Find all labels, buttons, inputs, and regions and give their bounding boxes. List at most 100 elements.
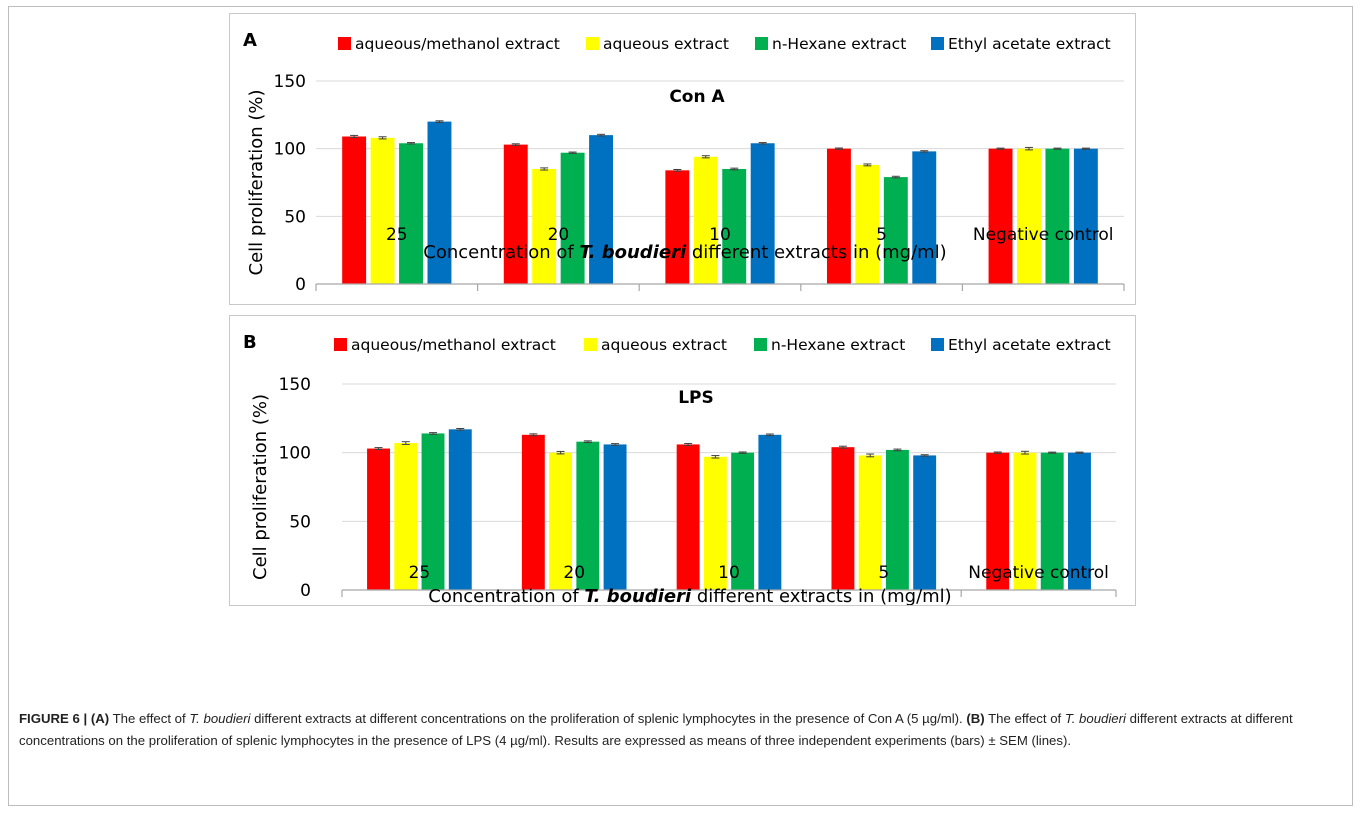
plot-area (315, 80, 1125, 291)
caption-figure-label: FIGURE 6 | (19, 711, 91, 726)
bar (986, 452, 1010, 590)
caption-b-species: T. boudieri (1064, 711, 1126, 726)
x-tick-labels: 25 20 10 5 Negative control (386, 225, 1114, 245)
bar (758, 434, 782, 590)
x-tick-label: 10 (718, 563, 740, 583)
caption-panel-b-tag: (B) (966, 711, 985, 726)
chart-con-a: A aqueous/methanol extract aqueous extra… (243, 30, 1125, 295)
legend-label-ethyl-acetate: Ethyl acetate extract (948, 336, 1111, 354)
y-tick-label: 0 (300, 581, 311, 601)
x-tick-label: 20 (548, 225, 570, 245)
bar (1017, 148, 1041, 284)
x-axis-title-pre: Concentration of (428, 586, 584, 605)
y-axis-title: Cell proliferation (%) (250, 394, 271, 580)
bar (399, 143, 423, 284)
x-tick-label: Negative control (968, 563, 1109, 583)
legend-swatch-n-hexane (754, 338, 767, 351)
legend-swatch-ethyl-acetate (931, 338, 944, 351)
y-tick-label: 100 (274, 140, 306, 160)
bar (693, 156, 718, 284)
x-axis-title: Concentration of T. boudieri different e… (428, 586, 951, 605)
bar (521, 434, 545, 590)
x-axis-title-post: different extracts in (mg/ml) (686, 242, 947, 263)
x-tick-label: 5 (878, 563, 889, 583)
legend-label-n-hexane: n-Hexane extract (771, 336, 905, 354)
bar (665, 170, 690, 284)
bar (1013, 452, 1037, 590)
y-tick-label: 50 (289, 512, 311, 532)
legend-label-aqueous-methanol: aqueous/methanol extract (355, 35, 560, 53)
y-axis-title: Cell proliferation (%) (246, 89, 267, 275)
legend-label-aqueous-methanol: aqueous/methanol extract (351, 336, 556, 354)
figure-caption: FIGURE 6 | (A) The effect of T. boudieri… (19, 708, 1344, 752)
bar (370, 137, 395, 284)
bar (858, 455, 882, 590)
bar (503, 144, 528, 284)
bar (342, 136, 367, 284)
caption-b-text-post: different extracts at different concentr… (19, 711, 1293, 748)
bar (421, 433, 445, 590)
bar (427, 121, 452, 284)
legend-swatch-aqueous (584, 338, 597, 351)
panel-b: B aqueous/methanol extract aqueous extra… (229, 315, 1136, 606)
x-tick-label: Negative control (973, 225, 1114, 245)
bar (532, 168, 557, 284)
figure-frame (8, 6, 1353, 806)
bar (855, 164, 880, 284)
panel-a: A aqueous/methanol extract aqueous extra… (229, 13, 1136, 305)
bar (1068, 452, 1091, 590)
legend-swatch-aqueous-methanol (334, 338, 347, 351)
caption-a-text-post: different extracts at different concentr… (250, 711, 967, 726)
bar (913, 455, 937, 590)
bar (750, 143, 775, 284)
x-tick-label: 10 (709, 225, 731, 245)
x-tick-label: 20 (563, 563, 585, 583)
bar (448, 429, 472, 590)
x-axis-title-species: T. boudieri (579, 242, 687, 263)
bar (549, 452, 573, 590)
y-tick-label: 0 (295, 275, 306, 295)
plot-area (341, 383, 1117, 597)
bar (603, 444, 627, 590)
panel-letter: B (243, 332, 257, 353)
caption-panel-a-tag: (A) (90, 711, 110, 726)
y-tick-label: 100 (279, 444, 311, 464)
x-axis-title-pre: Concentration of (423, 242, 579, 263)
bar (394, 443, 418, 590)
bar (576, 441, 600, 590)
caption-a-species: T. boudieri (189, 711, 251, 726)
y-tick-labels: 150 100 50 0 (279, 375, 311, 601)
bar (731, 452, 755, 590)
legend-label-aqueous: aqueous extract (603, 35, 729, 53)
y-tick-label: 50 (284, 207, 306, 227)
legend: aqueous/methanol extract aqueous extract… (334, 336, 1111, 354)
x-tick-labels: 25 20 10 5 Negative control (409, 563, 1109, 583)
x-tick-label: 25 (386, 225, 408, 245)
bar (988, 148, 1013, 284)
bar (703, 456, 727, 590)
x-tick-label: 5 (876, 225, 887, 245)
bar (885, 449, 909, 590)
x-axis-title-species: T. boudieri (584, 586, 692, 605)
caption-b-text-pre: The effect of (984, 711, 1065, 726)
bar (1040, 452, 1064, 590)
y-tick-labels: 150 100 50 0 (274, 72, 306, 295)
bar (367, 448, 390, 590)
bar (912, 151, 937, 284)
bar (589, 135, 614, 284)
legend-label-ethyl-acetate: Ethyl acetate extract (948, 35, 1111, 53)
legend: aqueous/methanol extract aqueous extract… (338, 35, 1111, 53)
caption-a-text-pre: The effect of (109, 711, 190, 726)
x-axis-title: Concentration of T. boudieri different e… (423, 242, 946, 263)
legend-label-aqueous: aqueous extract (601, 336, 727, 354)
chart-lps: B aqueous/methanol extract aqueous extra… (243, 332, 1117, 605)
panel-letter: A (243, 30, 257, 51)
legend-label-n-hexane: n-Hexane extract (772, 35, 906, 53)
y-tick-label: 150 (274, 72, 306, 92)
legend-swatch-ethyl-acetate (931, 37, 944, 50)
bar (826, 148, 851, 284)
bar (883, 177, 908, 284)
legend-swatch-n-hexane (755, 37, 768, 50)
chart-title: LPS (678, 388, 714, 408)
x-axis-title-post: different extracts in (mg/ml) (691, 586, 952, 605)
